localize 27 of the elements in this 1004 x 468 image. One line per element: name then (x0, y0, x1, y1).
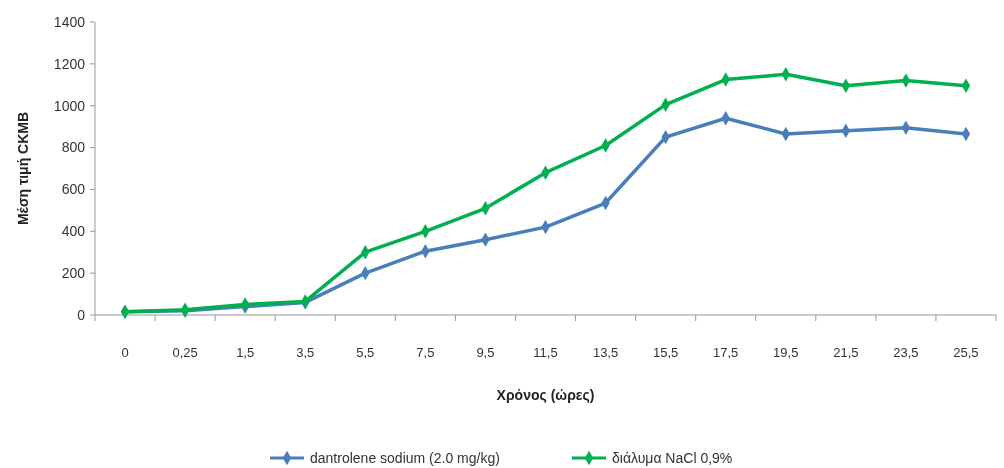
x-tick-label: 0 (121, 345, 129, 360)
x-tick-label: 9,5 (476, 345, 495, 360)
y-axis-title: Μέση τιμή CKMB (15, 111, 31, 226)
legend-label: διάλυμα NaCl 0,9% (612, 449, 733, 466)
x-tick-label: 17,5 (713, 345, 739, 360)
x-tick-label: 15,5 (652, 345, 679, 360)
y-tick-label: 800 (61, 139, 86, 156)
x-tick-label: 11,5 (533, 345, 558, 360)
x-tick-label: 19,5 (773, 345, 799, 360)
x-axis-title: Χρόνος (ώρες) (496, 387, 595, 403)
y-tick-label: 1000 (53, 97, 86, 114)
x-tick-label: 25,5 (953, 345, 979, 360)
x-tick-label: 3,5 (296, 345, 315, 360)
x-tick-label: 13,5 (592, 345, 619, 360)
x-tick-label: 1,5 (236, 345, 255, 360)
y-tick-label: 0 (77, 306, 86, 323)
y-tick-label: 1200 (53, 55, 86, 72)
x-tick-label: 7,5 (416, 345, 435, 360)
y-tick-label: 600 (61, 181, 86, 198)
x-tick-label: 5,5 (356, 345, 375, 360)
x-tick-label: 0,25 (172, 345, 198, 360)
legend-label: dantrolene sodium (2.0 mg/kg) (310, 449, 500, 466)
y-tick-label: 1400 (53, 13, 86, 30)
x-tick-label: 21,5 (833, 345, 859, 360)
x-tick-label: 23,5 (893, 345, 919, 360)
y-tick-label: 400 (61, 223, 86, 240)
y-tick-label: 200 (61, 265, 86, 282)
